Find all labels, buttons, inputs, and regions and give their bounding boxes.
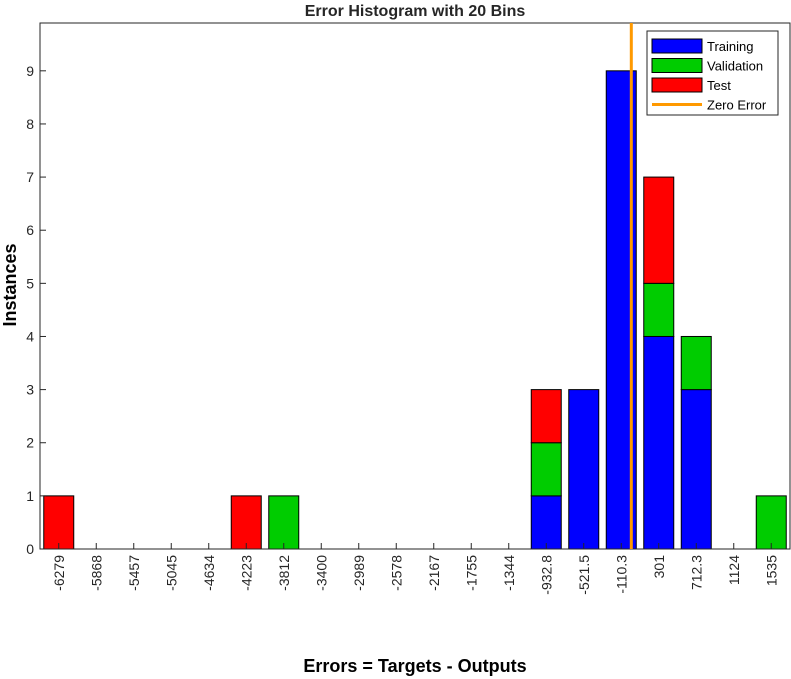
x-tick-label: 1535 (763, 555, 779, 586)
y-tick-label: 6 (26, 222, 34, 238)
legend-label-test: Test (707, 78, 731, 93)
chart-title: Error Histogram with 20 Bins (305, 3, 526, 20)
bar-test-5 (230, 495, 262, 550)
legend-label-training: Training (707, 39, 753, 54)
x-axis-label: Errors = Targets - Outputs (303, 656, 526, 676)
bar-validation-16 (643, 282, 675, 337)
y-axis-label: Instances (0, 243, 20, 326)
bar-test-0 (43, 495, 75, 550)
legend-label-zero-error: Zero Error (707, 98, 767, 113)
y-tick-label: 7 (26, 169, 34, 185)
x-tick-label: -6279 (51, 555, 67, 591)
bar-validation-17 (680, 335, 712, 391)
y-tick-label: 9 (26, 63, 34, 79)
legend-swatch-training (651, 38, 703, 54)
axes-layer: 0 1 2 3 4 5 6 7 8 9 -6279 -5868 -5457 -5045 -4634 -4223… (26, 22, 791, 595)
y-tick-label: 5 (26, 275, 34, 291)
y-tick-label: 1 (26, 488, 34, 504)
x-tick-label: -3812 (276, 555, 292, 591)
x-tick-label: -2989 (351, 555, 367, 591)
x-tick-label: -4634 (201, 555, 217, 591)
x-tick-label: -4223 (238, 555, 254, 591)
x-tick-label: -110.3 (613, 555, 629, 594)
x-tick-label: -521.5 (576, 555, 592, 595)
bar-validation-13 (530, 442, 562, 497)
bar-training-13 (530, 495, 562, 550)
x-tick-label: 301 (651, 555, 667, 579)
x-tick-label: -1755 (463, 555, 479, 591)
legend: Training Validation Test Zero Error (646, 30, 779, 116)
y-tick-label: 2 (26, 435, 34, 451)
x-tick-label: -932.8 (538, 555, 554, 595)
x-tick-label: -1344 (501, 555, 517, 591)
x-tick-label: 1124 (726, 555, 742, 585)
x-tick-label: -3400 (313, 555, 329, 591)
y-tick-label: 3 (26, 382, 34, 398)
legend-swatch-test (651, 77, 703, 93)
bar-validation-6 (268, 495, 300, 550)
bar-test-16 (643, 176, 675, 284)
x-tick-label: 712.3 (688, 555, 704, 590)
y-tick-label: 4 (26, 328, 34, 344)
legend-swatch-validation (651, 58, 703, 73)
y-tick-label: 0 (26, 541, 34, 557)
bar-test-13 (530, 389, 562, 444)
bar-training-17 (680, 389, 712, 550)
plot-frame (39, 22, 791, 550)
bars-layer (43, 70, 787, 550)
bar-training-16 (643, 335, 675, 550)
bar-validation-19 (755, 495, 787, 550)
legend-label-validation: Validation (707, 59, 763, 74)
x-tick-label: -2578 (388, 555, 404, 591)
x-tick-label: -5457 (126, 555, 142, 591)
y-tick-label: 8 (26, 116, 34, 132)
bar-training-14 (568, 389, 600, 550)
x-tick-label: -5868 (88, 555, 104, 591)
x-tick-label: -2167 (426, 555, 442, 591)
x-tick-label: -5045 (163, 555, 179, 591)
